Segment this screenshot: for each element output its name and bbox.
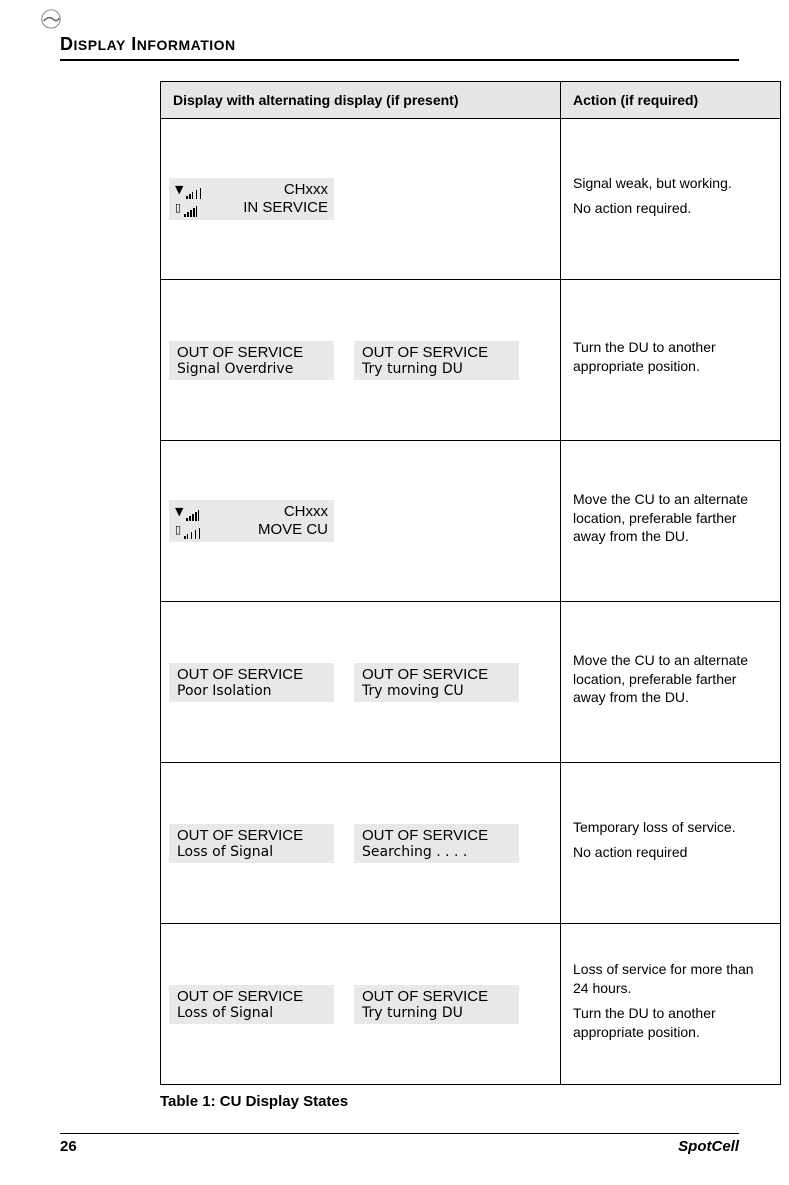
table-row: OUT OF SERVICELoss of SignalOUT OF SERVI… bbox=[161, 924, 781, 1085]
table-row: OUT OF SERVICELoss of SignalOUT OF SERVI… bbox=[161, 763, 781, 924]
action-line: No action required. bbox=[573, 199, 768, 218]
lcd-line1: OUT OF SERVICE bbox=[360, 988, 513, 1005]
lcd-panel: OUT OF SERVICETry moving CU bbox=[354, 663, 519, 702]
lcd-line2: Try turning DU bbox=[360, 1005, 513, 1021]
footer-row: 26 SpotCell bbox=[60, 1138, 739, 1155]
action-cell: Loss of service for more than 24 hours. T… bbox=[561, 924, 781, 1085]
table-row: OUT OF SERVICEPoor IsolationOUT OF SERVI… bbox=[161, 602, 781, 763]
device-icon: ▯ bbox=[175, 199, 199, 217]
lcd-panel: OUT OF SERVICEPoor Isolation bbox=[169, 663, 334, 702]
display-cell: OUT OF SERVICEPoor IsolationOUT OF SERVI… bbox=[161, 602, 561, 763]
display-states-table: Display with alternating display (if pre… bbox=[160, 81, 781, 1085]
lcd-line1: OUT OF SERVICE bbox=[360, 827, 513, 844]
lcd-line2: Try turning DU bbox=[360, 361, 513, 377]
lcd-line1: OUT OF SERVICE bbox=[175, 827, 328, 844]
col-header-action: Action (if required) bbox=[561, 82, 781, 119]
action-line: Turn the DU to another appropriate posit… bbox=[573, 338, 768, 376]
title-part: D bbox=[60, 34, 74, 54]
lcd-line2: Try moving CU bbox=[360, 683, 513, 699]
action-text: Move the CU to an alternate location, pr… bbox=[573, 490, 768, 547]
table-caption: Table 1: CU Display States bbox=[160, 1093, 739, 1110]
action-text: Move the CU to an alternate location, pr… bbox=[573, 651, 768, 708]
display-cell: OUT OF SERVICESignal OverdriveOUT OF SER… bbox=[161, 280, 561, 441]
lcd-panel: OUT OF SERVICELoss of Signal bbox=[169, 985, 334, 1024]
lcd-pair: OUT OF SERVICEPoor IsolationOUT OF SERVI… bbox=[169, 663, 552, 702]
lcd-line2: Signal Overdrive bbox=[175, 361, 328, 377]
action-line: Move the CU to an alternate location, pr… bbox=[573, 651, 768, 708]
antenna-icon: ▼ bbox=[175, 503, 201, 521]
table-row: OUT OF SERVICESignal OverdriveOUT OF SER… bbox=[161, 280, 781, 441]
lcd-line2: Loss of Signal bbox=[175, 844, 328, 860]
title-part: ISPLAY bbox=[74, 37, 126, 53]
section-title: DISPLAY INFORMATION bbox=[60, 34, 739, 55]
lcd-channel: CHxxx bbox=[284, 181, 328, 199]
title-part: NFORMATION bbox=[137, 37, 236, 53]
lcd-line2: Loss of Signal bbox=[175, 1005, 328, 1021]
title-part: I bbox=[126, 34, 137, 54]
action-line: Loss of service for more than 24 hours. bbox=[573, 960, 768, 998]
lcd-pair: ▼ CHxxx ▯ MOVE CU bbox=[169, 500, 552, 542]
lcd-line1: OUT OF SERVICE bbox=[360, 666, 513, 683]
action-line: No action required bbox=[573, 843, 768, 862]
display-cell: OUT OF SERVICELoss of SignalOUT OF SERVI… bbox=[161, 924, 561, 1085]
action-cell: Temporary loss of service. No action requ… bbox=[561, 763, 781, 924]
page: DISPLAY INFORMATION Display with alterna… bbox=[0, 0, 789, 1185]
footer: 26 SpotCell bbox=[60, 1133, 739, 1155]
lcd-line1: OUT OF SERVICE bbox=[175, 666, 328, 683]
lcd-line1: OUT OF SERVICE bbox=[175, 988, 328, 1005]
product-name: SpotCell bbox=[678, 1138, 739, 1155]
lcd-panel: ▼ CHxxx ▯ MOVE CU bbox=[169, 500, 334, 542]
lcd-line1: OUT OF SERVICE bbox=[360, 344, 513, 361]
lcd-line2: Searching . . . . bbox=[360, 844, 513, 860]
action-text: Loss of service for more than 24 hours. T… bbox=[573, 960, 768, 1042]
action-cell: Move the CU to an alternate location, pr… bbox=[561, 602, 781, 763]
page-number: 26 bbox=[60, 1138, 77, 1155]
lcd-panel: OUT OF SERVICETry turning DU bbox=[354, 985, 519, 1024]
action-line: Turn the DU to another appropriate posit… bbox=[573, 1004, 768, 1042]
lcd-pair: ▼ CHxxx ▯ IN SERVICE bbox=[169, 178, 552, 220]
display-cell: OUT OF SERVICELoss of SignalOUT OF SERVI… bbox=[161, 763, 561, 924]
lcd-panel: OUT OF SERVICESignal Overdrive bbox=[169, 341, 334, 380]
action-text: Turn the DU to another appropriate posit… bbox=[573, 338, 768, 376]
lcd-pair: OUT OF SERVICESignal OverdriveOUT OF SER… bbox=[169, 341, 552, 380]
action-text: Temporary loss of service. No action requ… bbox=[573, 818, 768, 862]
action-line: Signal weak, but working. bbox=[573, 174, 768, 193]
table-header-row: Display with alternating display (if pre… bbox=[161, 82, 781, 119]
lcd-status: IN SERVICE bbox=[243, 199, 328, 217]
device-icon: ▯ bbox=[175, 521, 202, 539]
action-line: Move the CU to an alternate location, pr… bbox=[573, 490, 768, 547]
lcd-panel: OUT OF SERVICELoss of Signal bbox=[169, 824, 334, 863]
antenna-icon: ▼ bbox=[175, 181, 203, 199]
lcd-line2: Poor Isolation bbox=[175, 683, 328, 699]
action-text: Signal weak, but working. No action requi… bbox=[573, 174, 768, 218]
lcd-channel: CHxxx bbox=[284, 503, 328, 521]
lcd-panel: OUT OF SERVICETry turning DU bbox=[354, 341, 519, 380]
action-cell: Signal weak, but working. No action requi… bbox=[561, 119, 781, 280]
lcd-status: MOVE CU bbox=[258, 521, 328, 539]
display-cell: ▼ CHxxx ▯ IN SERVICE bbox=[161, 119, 561, 280]
lcd-panel: OUT OF SERVICESearching . . . . bbox=[354, 824, 519, 863]
lcd-pair: OUT OF SERVICELoss of SignalOUT OF SERVI… bbox=[169, 824, 552, 863]
table-container: Display with alternating display (if pre… bbox=[160, 81, 780, 1085]
divider bbox=[60, 59, 739, 61]
lcd-line1: OUT OF SERVICE bbox=[175, 344, 328, 361]
action-line: Temporary loss of service. bbox=[573, 818, 768, 837]
display-cell: ▼ CHxxx ▯ MOVE CU bbox=[161, 441, 561, 602]
table-row: ▼ CHxxx ▯ MOVE CU Move the CU to an alternat… bbox=[161, 441, 781, 602]
action-cell: Turn the DU to another appropriate posit… bbox=[561, 280, 781, 441]
footer-divider bbox=[60, 1133, 739, 1134]
lcd-panel: ▼ CHxxx ▯ IN SERVICE bbox=[169, 178, 334, 220]
table-row: ▼ CHxxx ▯ IN SERVICE Signal weak, but workin… bbox=[161, 119, 781, 280]
col-header-display: Display with alternating display (if pre… bbox=[161, 82, 561, 119]
logo-icon bbox=[40, 8, 62, 30]
action-cell: Move the CU to an alternate location, pr… bbox=[561, 441, 781, 602]
lcd-pair: OUT OF SERVICELoss of SignalOUT OF SERVI… bbox=[169, 985, 552, 1024]
